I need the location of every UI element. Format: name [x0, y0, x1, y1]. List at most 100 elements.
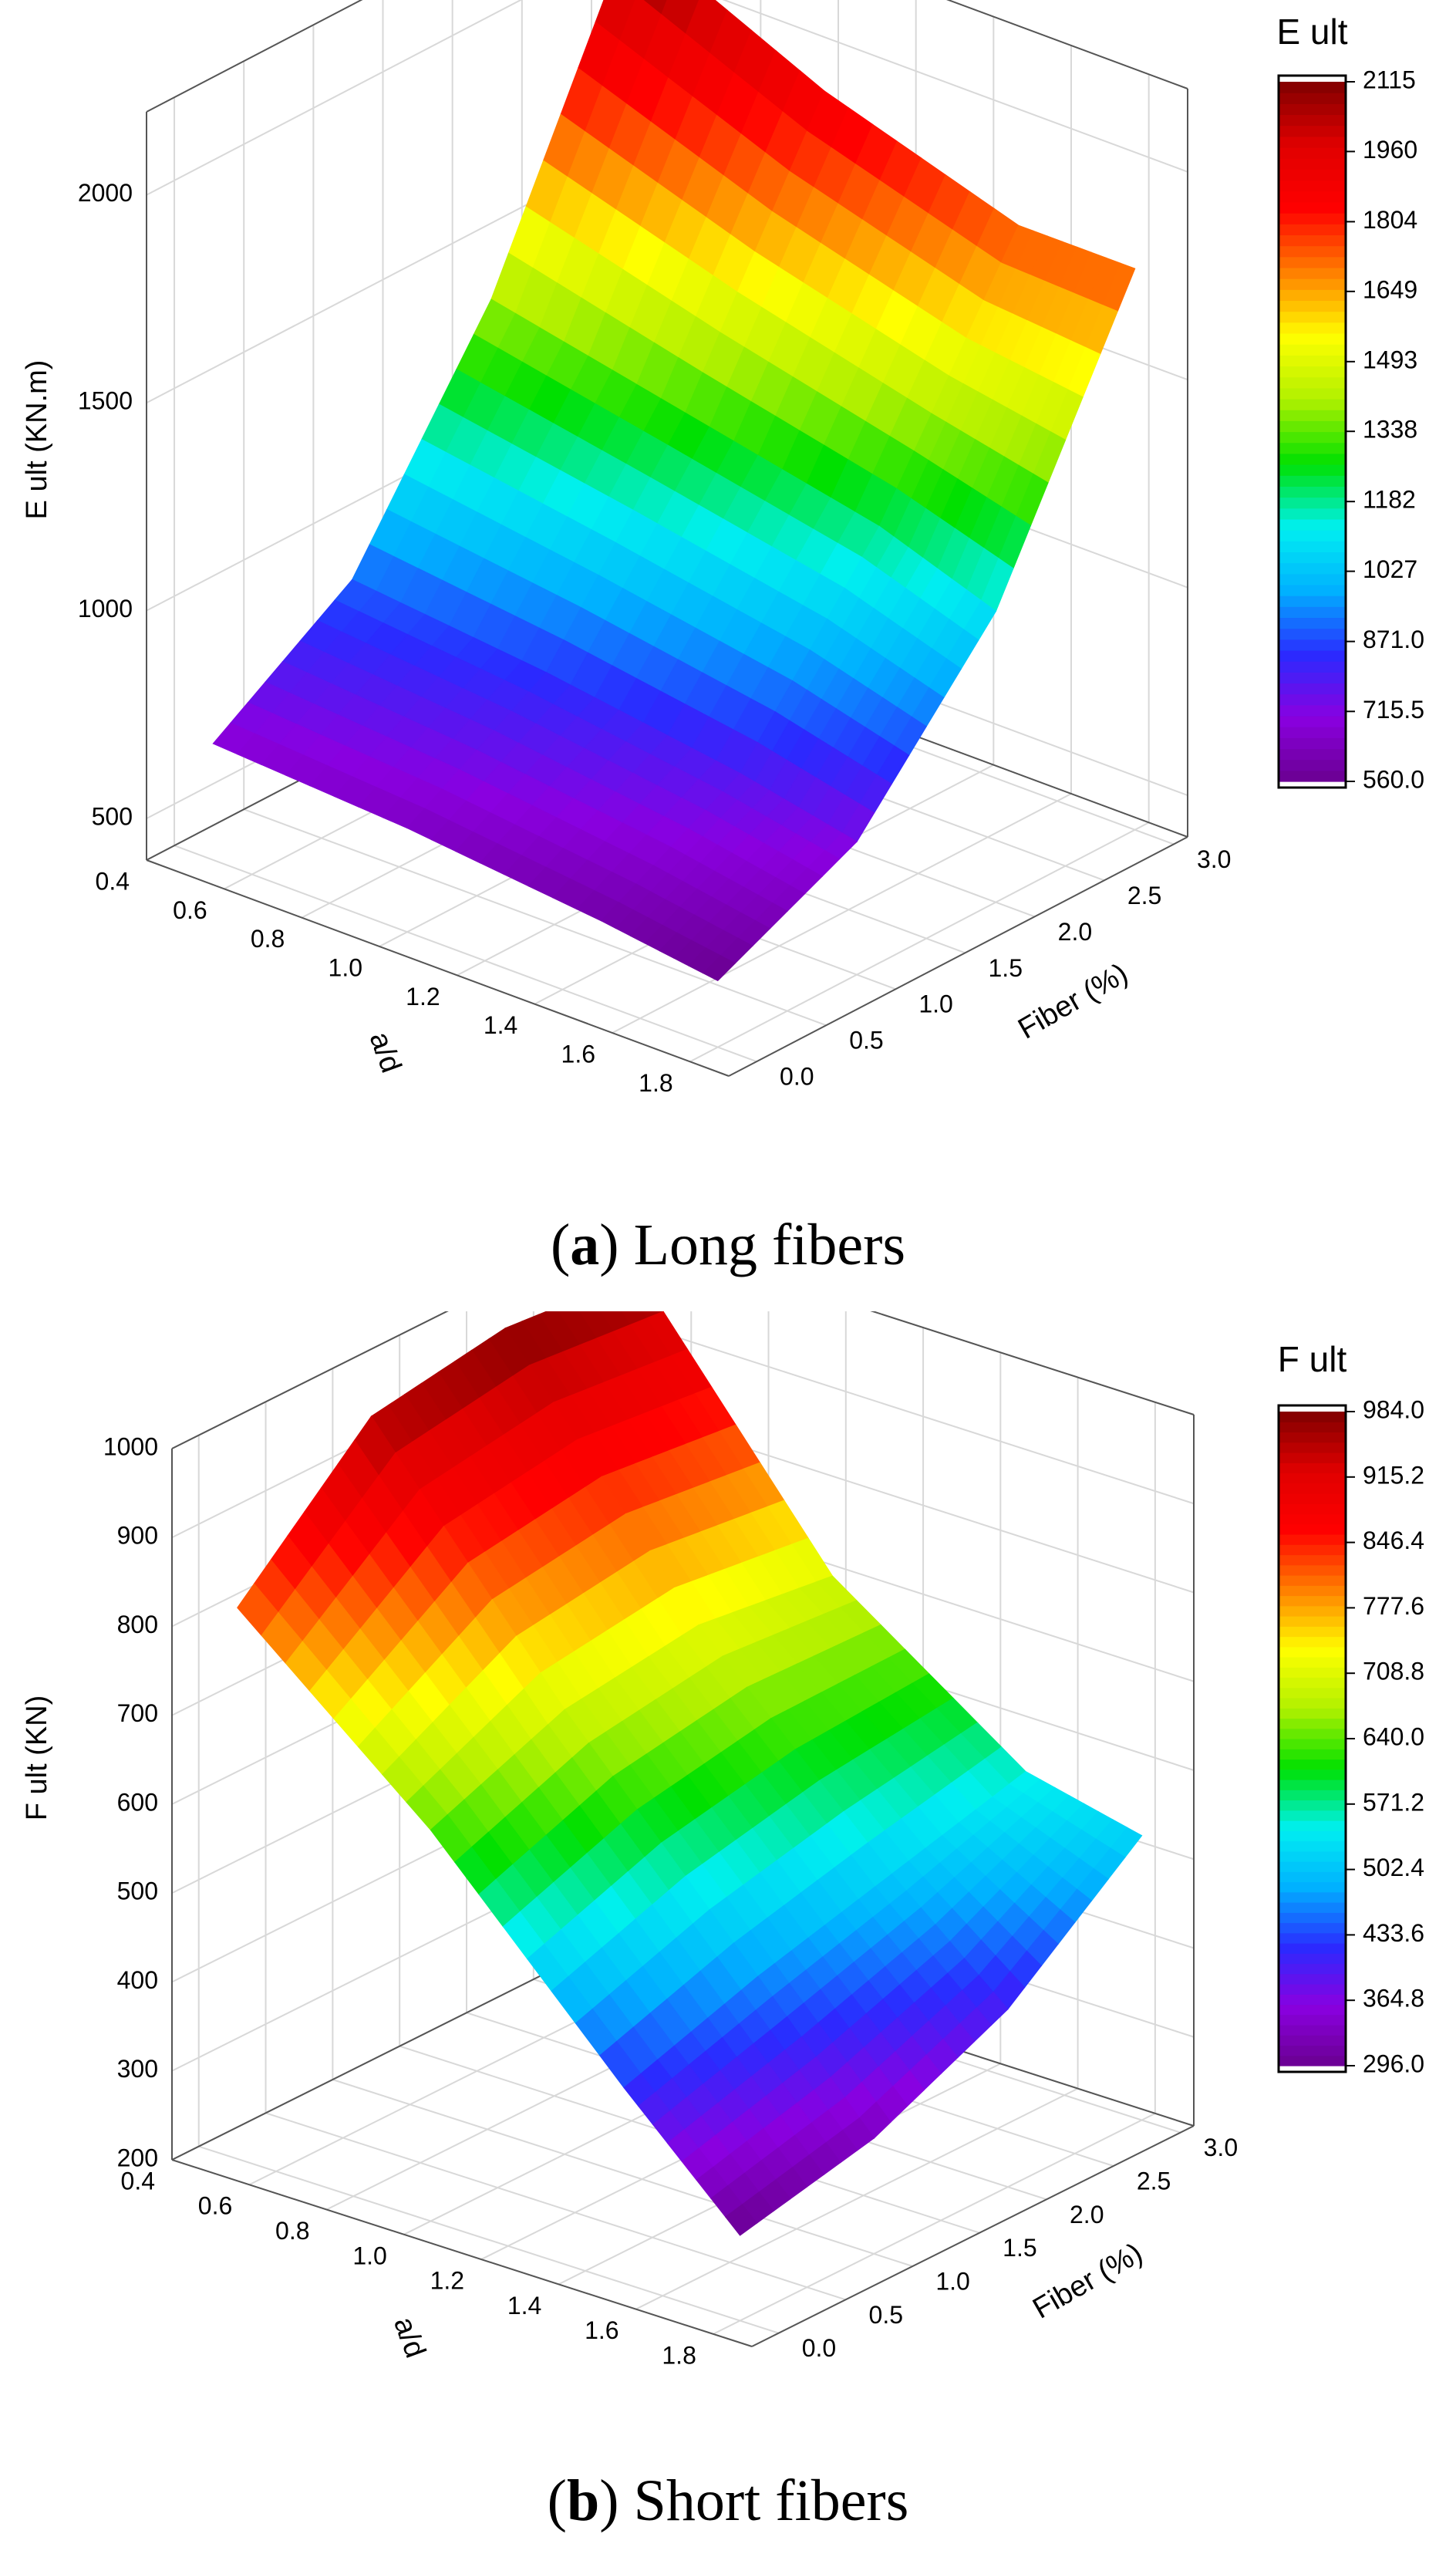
caption: (b) Short fibers — [548, 2468, 909, 2533]
colorbar-band — [1279, 748, 1346, 761]
colorbar-band — [1279, 147, 1346, 159]
colorbar-band — [1279, 1462, 1346, 1474]
x-tick-label: 1.0 — [352, 2242, 386, 2269]
y-tick-label: 2.5 — [1127, 882, 1161, 909]
chart: 0.4 0.6 0.8 1.0 1.2 1.4 1.6 1.8 0.0 0.5 1.0 1.5 2.0 2… — [21, 1311, 1424, 2533]
colorbar-band — [1279, 1912, 1346, 1924]
x-axis-label: a/d — [363, 1027, 408, 1077]
colorbar-band — [1279, 1718, 1346, 1729]
z-tick-label: 200 — [117, 2144, 158, 2171]
colorbar-band — [1279, 1800, 1346, 1811]
y-axis-label: Fiber (%) — [1027, 2237, 1148, 2325]
colorbar-tick-label: 560.0 — [1363, 765, 1424, 793]
grid-line — [613, 1316, 1195, 1505]
z-tick-label: 300 — [117, 2055, 158, 2083]
colorbar-title: F ult — [1278, 1339, 1347, 1379]
grid-line — [146, 0, 523, 196]
colorbar-band — [1279, 1932, 1346, 1944]
colorbar-band — [1279, 322, 1346, 334]
box-edge — [728, 836, 1188, 1077]
colorbar-band — [1279, 1739, 1346, 1749]
colorbar-band — [1279, 234, 1346, 247]
colorbar-band — [1279, 180, 1346, 192]
z-tick-label: 500 — [117, 1877, 158, 1905]
colorbar-band — [1279, 256, 1346, 268]
colorbar-band — [1279, 562, 1346, 575]
colorbar-band — [1279, 158, 1346, 170]
colorbar-band — [1279, 530, 1346, 541]
colorbar-band — [1279, 332, 1346, 345]
colorbar-band — [1279, 1963, 1346, 1975]
colorbar-band — [1279, 1636, 1346, 1648]
colorbar-band — [1279, 683, 1346, 695]
colorbar-band — [1279, 1503, 1346, 1515]
colorbar-band — [1279, 584, 1346, 596]
colorbar-band — [1279, 1677, 1346, 1689]
z-tick-label: 1000 — [78, 595, 133, 622]
colorbar-band — [1279, 93, 1346, 104]
colorbar-band — [1279, 1575, 1346, 1586]
surface-patch — [724, 2204, 758, 2236]
colorbar-band — [1279, 661, 1346, 673]
caption-part: ( — [548, 2468, 567, 2533]
y-tick-label: 0.5 — [849, 1027, 883, 1054]
colorbar-band — [1279, 1626, 1346, 1638]
colorbar-band — [1279, 1585, 1346, 1597]
colorbar-tick-label: 984.0 — [1363, 1395, 1424, 1423]
caption-part: ) Long fibers — [599, 1213, 905, 1277]
colorbar-band — [1279, 300, 1346, 312]
colorbar-tick-label: 1804 — [1363, 206, 1417, 234]
colorbar-band — [1279, 1616, 1346, 1627]
caption-part: b — [567, 2468, 599, 2533]
colorbar-band — [1279, 278, 1346, 290]
y-tick-label: 1.0 — [918, 990, 952, 1018]
colorbar-band — [1279, 267, 1346, 279]
colorbar-band — [1279, 453, 1346, 465]
x-tick-label: 1.2 — [406, 983, 440, 1010]
box-edge — [946, 0, 1188, 89]
grid-line — [635, 2087, 1079, 2310]
x-tick-label: 1.0 — [329, 953, 362, 981]
colorbar-band — [1279, 1820, 1346, 1831]
colorbar-tick-label: 871.0 — [1363, 626, 1424, 653]
colorbar-band — [1279, 552, 1346, 564]
colorbar-band — [1279, 224, 1346, 236]
box-edge — [870, 1311, 1195, 1415]
caption: (a) Long fibers — [551, 1213, 905, 1277]
colorbar-band — [1279, 606, 1346, 619]
grid-line — [722, 0, 1188, 173]
colorbar-band — [1279, 1513, 1346, 1525]
colorbar-band — [1279, 1605, 1346, 1617]
x-tick-label: 0.6 — [198, 2192, 232, 2220]
colorbar-band — [1279, 1646, 1346, 1658]
z-tick-label: 900 — [117, 1522, 158, 1550]
colorbar-band — [1279, 1554, 1346, 1566]
colorbar-band — [1279, 431, 1346, 444]
z-tick-label: 2000 — [78, 179, 133, 207]
grid-line — [174, 845, 757, 1063]
colorbar-band — [1279, 2014, 1346, 2026]
y-tick-label: 0.0 — [802, 2334, 836, 2362]
colorbar-band — [1279, 1780, 1346, 1790]
colorbar-band — [1279, 2004, 1346, 2016]
y-tick-label: 2.0 — [1070, 2201, 1104, 2228]
z-tick-label: 500 — [92, 803, 133, 831]
colorbar-band — [1279, 727, 1346, 738]
colorbar-band — [1279, 1953, 1346, 1965]
colorbar-band — [1279, 1534, 1346, 1545]
x-tick-label: 1.6 — [561, 1040, 595, 1068]
colorbar-band — [1279, 1994, 1346, 2006]
colorbar-tick-label: 433.6 — [1363, 1919, 1424, 1947]
colorbar-band — [1279, 1544, 1346, 1556]
box-edge — [171, 2159, 753, 2347]
colorbar-tick-label: 296.0 — [1363, 2050, 1424, 2077]
caption-part: ( — [551, 1213, 570, 1277]
colorbar-band — [1279, 1473, 1346, 1484]
x-tick-label: 1.6 — [585, 2316, 618, 2344]
colorbar-band — [1279, 114, 1346, 127]
y-tick-label: 2.5 — [1137, 2167, 1171, 2195]
colorbar-band — [1279, 1564, 1346, 1576]
colorbar-band — [1279, 125, 1346, 137]
colorbar-band — [1279, 1769, 1346, 1780]
